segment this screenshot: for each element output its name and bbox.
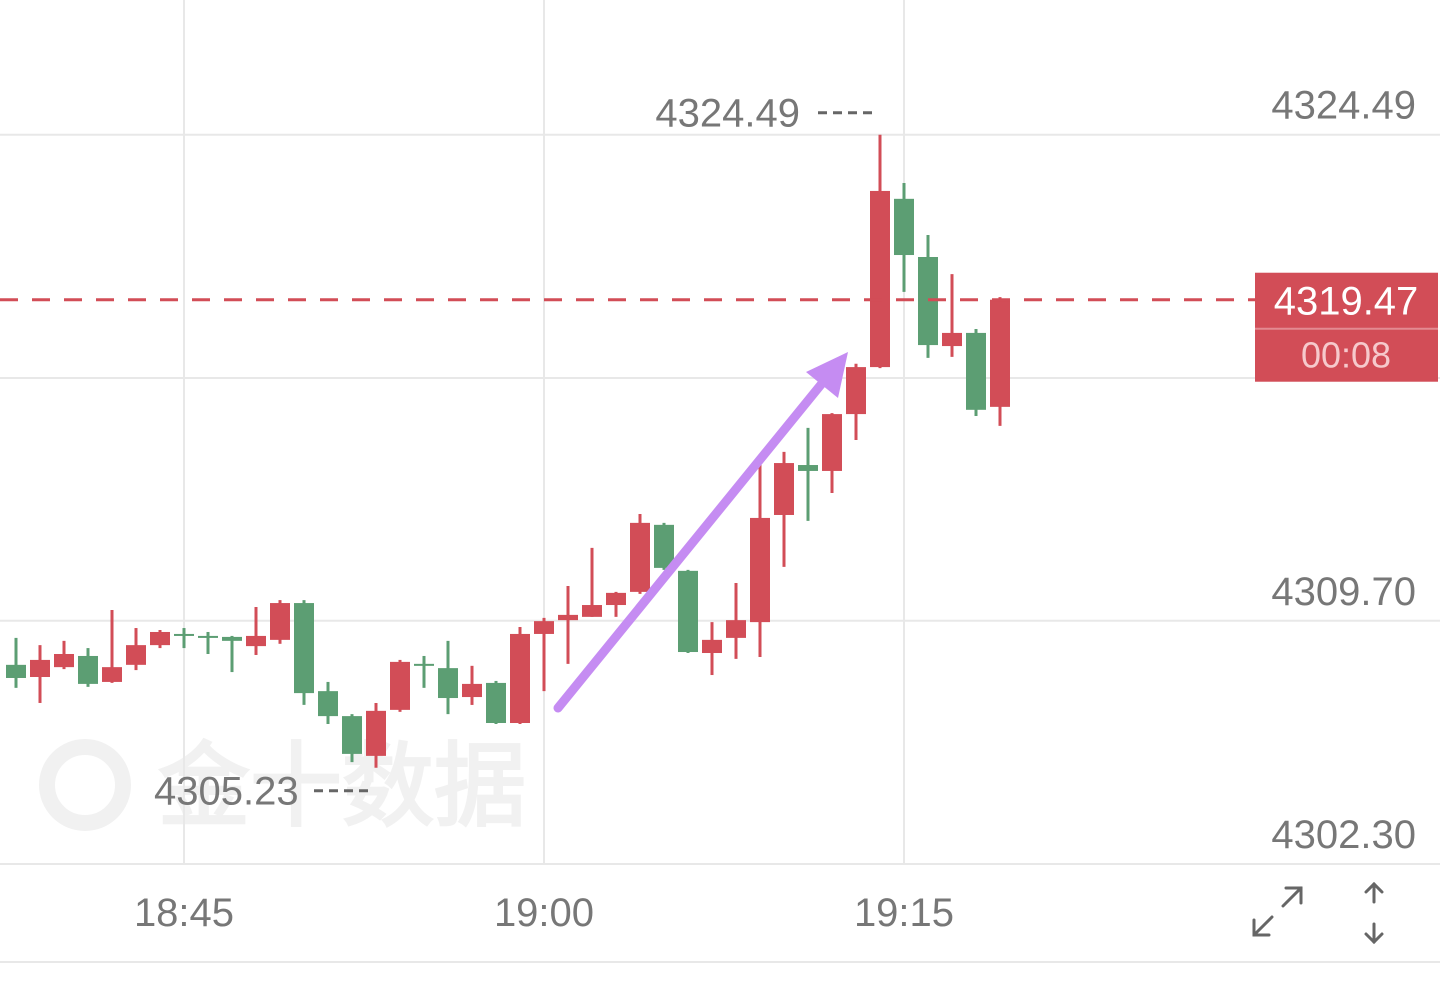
candle-body bbox=[606, 592, 626, 606]
watermark-text: 金十数据 bbox=[157, 736, 526, 838]
candle-body bbox=[750, 517, 770, 623]
candle-body bbox=[774, 463, 794, 515]
candle-body bbox=[366, 710, 386, 756]
x-tick-label: 18:45 bbox=[134, 891, 234, 935]
candle-body bbox=[582, 605, 602, 617]
candle-body bbox=[6, 664, 26, 678]
candle-body bbox=[294, 603, 314, 694]
candle-body bbox=[342, 716, 362, 754]
watermark-logo bbox=[39, 739, 131, 831]
candle-body bbox=[390, 661, 410, 710]
trend-arrow bbox=[553, 352, 848, 713]
candle-body bbox=[942, 332, 962, 347]
high-label: 4324.49 bbox=[655, 92, 800, 136]
expand-icon[interactable] bbox=[1252, 886, 1303, 937]
candle-body bbox=[966, 332, 986, 410]
candle-body bbox=[462, 683, 482, 698]
countdown: 00:08 bbox=[1301, 335, 1391, 376]
axis-tools bbox=[1252, 881, 1384, 945]
candle-body bbox=[534, 621, 554, 634]
watermark: 金十数据 bbox=[39, 736, 526, 838]
candle-body bbox=[990, 299, 1010, 407]
x-tick-label: 19:00 bbox=[494, 891, 594, 935]
candle-body bbox=[102, 667, 122, 682]
candle-body bbox=[510, 633, 530, 724]
low-label: 4305.23 bbox=[154, 770, 299, 814]
arrow-head bbox=[806, 352, 848, 398]
candle-body bbox=[414, 663, 434, 666]
last-price-box bbox=[1255, 272, 1438, 382]
candle-body bbox=[678, 570, 698, 653]
candle-body bbox=[798, 465, 818, 471]
candle-body bbox=[726, 620, 746, 638]
candle-body bbox=[438, 668, 458, 699]
candle-body bbox=[174, 633, 194, 636]
candle-body bbox=[870, 190, 890, 368]
candle-body bbox=[30, 659, 50, 678]
candle-body bbox=[222, 636, 242, 641]
x-tick-label: 19:15 bbox=[854, 891, 954, 935]
candle-body bbox=[54, 653, 74, 668]
candle-body bbox=[198, 635, 218, 638]
arrow-shaft bbox=[553, 371, 833, 713]
candle-body bbox=[702, 639, 722, 654]
y-tick-label: 4324.49 bbox=[1271, 84, 1416, 128]
last-price-label: 4319.47 bbox=[1274, 280, 1419, 324]
candle-body bbox=[894, 198, 914, 256]
candle-body bbox=[630, 522, 650, 592]
candle-body bbox=[246, 635, 266, 647]
y-tick-label: 4302.30 bbox=[1271, 813, 1416, 857]
candle-body bbox=[78, 655, 98, 684]
candle-body bbox=[558, 614, 578, 621]
candle-body bbox=[270, 603, 290, 640]
candle-body bbox=[486, 682, 506, 724]
candle-body bbox=[150, 631, 170, 646]
candle-body bbox=[318, 691, 338, 717]
candle-body bbox=[654, 524, 674, 568]
candle-body bbox=[822, 414, 842, 471]
vertical-scale-icon[interactable] bbox=[1364, 881, 1384, 945]
candle-body bbox=[126, 645, 146, 665]
y-tick-label: 4309.70 bbox=[1271, 570, 1416, 614]
candle-body bbox=[846, 367, 866, 415]
